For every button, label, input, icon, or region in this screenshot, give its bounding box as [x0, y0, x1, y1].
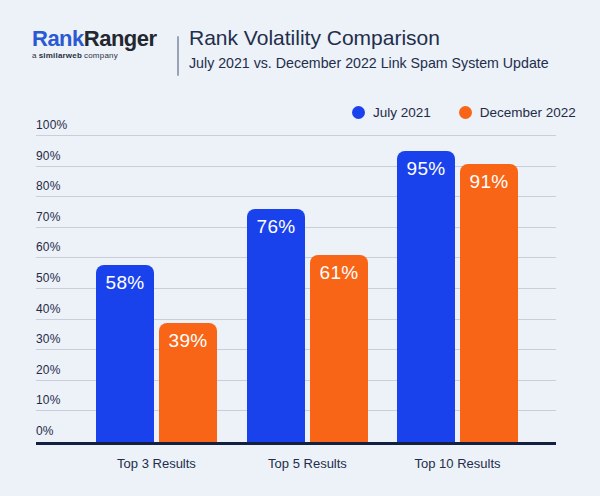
tagline-similarweb: similarweb	[39, 51, 82, 60]
logo-rank-text: Rank	[32, 26, 84, 51]
bar-value-label: 61%	[310, 255, 368, 284]
logo-wordmark: RankRanger	[32, 28, 157, 50]
bar-group-top-10-results: 95%91%Top 10 Results	[397, 136, 518, 442]
chart-legend: July 2021 December 2022	[352, 105, 576, 120]
y-tick-label-30: 30%	[36, 332, 61, 346]
legend-label-july-2021: July 2021	[373, 105, 431, 120]
tagline-prefix: a	[32, 51, 37, 60]
y-tick-label-80: 80%	[36, 179, 61, 193]
y-tick-label-40: 40%	[36, 302, 61, 316]
page-title: Rank Volatility Comparison	[189, 26, 549, 50]
header-divider	[177, 36, 179, 76]
legend-label-december-2022: December 2022	[480, 105, 576, 120]
y-tick-label-10: 10%	[36, 393, 61, 407]
y-tick-label-90: 90%	[36, 149, 61, 163]
bar-december-2022-top-3-results: 39%	[159, 323, 217, 442]
y-tick-label-100: 100%	[36, 118, 68, 132]
y-tick-label-50: 50%	[36, 271, 61, 285]
legend-item-july-2021: July 2021	[352, 105, 431, 120]
bar-value-label: 58%	[96, 265, 154, 294]
x-category-label-top-10-results: Top 10 Results	[397, 456, 518, 471]
bar-july-2021-top-5-results: 76%	[247, 209, 305, 442]
bar-december-2022-top-5-results: 61%	[310, 255, 368, 442]
y-tick-label-70: 70%	[36, 210, 61, 224]
bar-december-2022-top-10-results: 91%	[460, 164, 518, 442]
bar-group-top-5-results: 76%61%Top 5 Results	[247, 136, 368, 442]
x-category-label-top-5-results: Top 5 Results	[247, 456, 368, 471]
bar-value-label: 95%	[397, 151, 455, 180]
bar-july-2021-top-3-results: 58%	[96, 265, 154, 442]
tagline-suffix: company	[84, 51, 118, 60]
legend-item-december-2022: December 2022	[459, 105, 576, 120]
legend-dot-icon-july-2021	[352, 106, 365, 119]
x-category-label-top-3-results: Top 3 Results	[96, 456, 217, 471]
rankranger-logo: RankRanger asimilarwebcompany	[32, 28, 157, 60]
plot-area: 0%10%20%30%40%50%60%70%80%90%100%58%39%T…	[36, 136, 556, 445]
bar-july-2021-top-10-results: 95%	[397, 151, 455, 442]
logo-tagline: asimilarwebcompany	[32, 52, 157, 60]
y-tick-label-0: 0%	[36, 424, 54, 438]
bar-group-top-3-results: 58%39%Top 3 Results	[96, 136, 217, 442]
bar-value-label: 91%	[460, 164, 518, 193]
page-subtitle: July 2021 vs. December 2022 Link Spam Sy…	[189, 55, 549, 71]
bar-value-label: 39%	[159, 323, 217, 352]
header-titles: Rank Volatility Comparison July 2021 vs.…	[189, 26, 549, 71]
infographic-canvas: RankRanger asimilarwebcompany Rank Volat…	[0, 0, 600, 496]
bar-value-label: 76%	[247, 209, 305, 238]
y-tick-label-20: 20%	[36, 363, 61, 377]
legend-dot-icon-december-2022	[459, 106, 472, 119]
logo-ranger-text: Ranger	[84, 26, 157, 51]
y-tick-label-60: 60%	[36, 240, 61, 254]
